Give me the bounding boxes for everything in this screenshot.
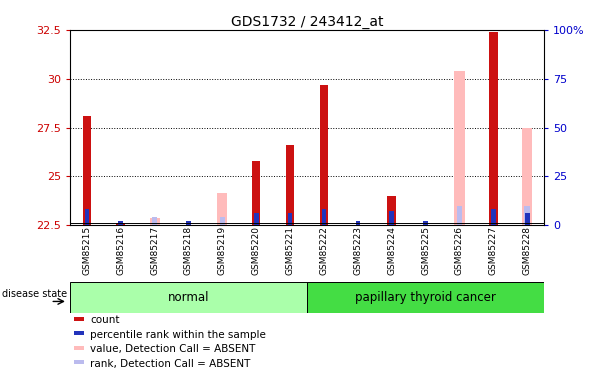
Bar <box>356 221 360 225</box>
Text: GSM85218: GSM85218 <box>184 226 193 275</box>
Bar <box>387 196 396 225</box>
Bar <box>150 218 160 225</box>
Bar <box>320 85 328 225</box>
Text: papillary thyroid cancer: papillary thyroid cancer <box>355 291 496 304</box>
Bar <box>525 206 530 225</box>
Text: value, Detection Call = ABSENT: value, Detection Call = ABSENT <box>90 345 255 354</box>
Bar <box>74 360 84 364</box>
Bar <box>83 116 91 225</box>
Bar <box>322 209 326 225</box>
Bar <box>454 71 465 225</box>
Bar <box>74 331 84 335</box>
Bar <box>85 209 89 225</box>
Text: count: count <box>90 315 120 326</box>
Bar <box>186 221 191 225</box>
Bar <box>117 223 125 225</box>
Text: GSM85221: GSM85221 <box>286 226 295 275</box>
Text: disease state: disease state <box>2 289 67 299</box>
Bar <box>457 206 462 225</box>
Bar <box>252 160 260 225</box>
Bar <box>74 317 84 321</box>
Bar <box>288 213 292 225</box>
Text: percentile rank within the sample: percentile rank within the sample <box>90 330 266 340</box>
Bar <box>254 213 258 225</box>
Bar <box>307 282 544 313</box>
Text: GSM85219: GSM85219 <box>218 226 227 275</box>
Text: GSM85228: GSM85228 <box>523 226 532 275</box>
Bar <box>389 211 394 225</box>
Bar <box>74 346 84 350</box>
Bar <box>217 193 227 225</box>
Bar <box>286 145 294 225</box>
Bar <box>423 221 428 225</box>
Text: GSM85222: GSM85222 <box>319 226 328 275</box>
Text: GSM85215: GSM85215 <box>82 226 91 275</box>
Bar <box>152 217 157 225</box>
Text: GSM85225: GSM85225 <box>421 226 430 275</box>
Text: GSM85223: GSM85223 <box>353 226 362 275</box>
Text: GSM85224: GSM85224 <box>387 226 396 275</box>
Text: GSM85217: GSM85217 <box>150 226 159 275</box>
Text: GSM85220: GSM85220 <box>252 226 261 275</box>
Bar <box>525 213 530 225</box>
Text: normal: normal <box>168 291 209 304</box>
Bar <box>70 282 307 313</box>
Bar <box>219 217 225 225</box>
Title: GDS1732 / 243412_at: GDS1732 / 243412_at <box>231 15 383 29</box>
Text: GSM85227: GSM85227 <box>489 226 498 275</box>
Text: GSM85226: GSM85226 <box>455 226 464 275</box>
Bar <box>489 32 497 225</box>
Text: GSM85216: GSM85216 <box>116 226 125 275</box>
Bar <box>522 128 533 225</box>
Bar <box>491 209 496 225</box>
Bar <box>119 221 123 225</box>
Text: rank, Detection Call = ABSENT: rank, Detection Call = ABSENT <box>90 359 250 369</box>
